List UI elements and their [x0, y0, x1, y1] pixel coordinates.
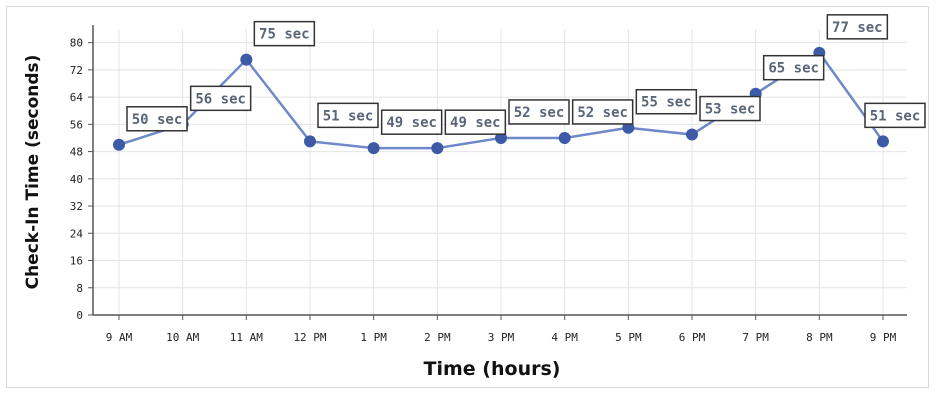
data-label: 52 sec	[508, 99, 570, 125]
data-label: 55 sec	[635, 88, 698, 115]
data-point	[367, 142, 380, 155]
chart-frame: 0 8 16 24 32 40 48 56 64 72 80 9 AM 10 AM 11 AM 12 PM…	[6, 6, 929, 388]
y-tick-label: 8	[76, 282, 83, 295]
data-label-box	[253, 20, 316, 47]
data-point	[431, 142, 444, 155]
data-label-text: 49 sec	[450, 115, 501, 131]
data-label: 50 sec	[126, 106, 188, 132]
y-axis-title: Check-In Time (seconds)	[23, 55, 43, 290]
x-tick-label: 5 PM	[615, 331, 642, 344]
y-tick-label: 64	[70, 91, 84, 104]
data-point	[686, 128, 698, 141]
data-point	[877, 135, 889, 148]
data-label-text: 52 sec	[514, 105, 565, 121]
x-axis-title: Time (hours)	[424, 358, 561, 380]
x-tick-label: 4 PM	[551, 331, 578, 344]
x-tick-label: 9 AM	[106, 331, 133, 344]
data-point	[113, 138, 125, 151]
data-label-text: 65 sec	[768, 61, 819, 77]
check-in-time-line-chart: 0 8 16 24 32 40 48 56 64 72 80 9 AM 10 AM 11 AM 12 PM…	[23, 14, 926, 380]
data-label-text: 50 sec	[132, 112, 183, 128]
data-point	[495, 131, 507, 144]
y-tick-label: 56	[70, 118, 83, 131]
x-tick-label: 8 PM	[806, 331, 833, 344]
data-label-box	[762, 54, 825, 81]
data-label-box	[189, 85, 252, 112]
data-label: 49 sec	[444, 109, 507, 135]
y-tick-label: 80	[70, 37, 83, 50]
data-label-text: 52 sec	[577, 105, 628, 121]
data-labels: 50 sec 56 sec 75 sec 51 sec 49 sec 49 sec 52 s…	[126, 14, 926, 135]
x-tick-label: 10 AM	[166, 331, 199, 344]
x-tick-label: 3 PM	[488, 331, 515, 344]
x-tick-label: 6 PM	[679, 331, 706, 344]
data-label-box	[317, 102, 379, 129]
data-point	[558, 131, 571, 144]
data-label-text: 75 sec	[259, 27, 310, 43]
y-tick-label: 24	[70, 227, 84, 240]
data-label: 49 sec	[380, 109, 443, 135]
data-label-box	[126, 106, 188, 132]
data-point	[304, 135, 316, 148]
data-label-box	[444, 109, 507, 135]
data-label-text: 77 sec	[832, 20, 883, 36]
data-label: 51 sec	[317, 102, 379, 129]
data-label: 77 sec	[826, 14, 889, 40]
data-label-text: 55 sec	[641, 95, 692, 111]
x-tick-label: 7 PM	[742, 331, 769, 344]
y-tick-label: 32	[70, 200, 83, 213]
x-tick-label: 12 PM	[293, 331, 326, 344]
data-point	[622, 121, 635, 134]
data-label: 75 sec	[253, 20, 316, 47]
y-tick-label: 16	[70, 255, 83, 268]
data-label-box	[571, 99, 634, 125]
data-point	[240, 53, 253, 66]
x-axis-ticks: 9 AM 10 AM 11 AM 12 PM 1 PM 2 PM 3 PM 4 PM 5 PM 6…	[106, 315, 897, 344]
x-tick-label: 2 PM	[424, 331, 451, 344]
axes	[92, 25, 907, 316]
data-label-box	[635, 88, 698, 115]
data-label-box	[699, 95, 761, 122]
data-label-text: 51 sec	[870, 108, 921, 124]
data-label-text: 51 sec	[323, 108, 374, 124]
x-tick-label: 1 PM	[360, 331, 387, 344]
data-label-text: 53 sec	[705, 102, 756, 118]
data-label: 56 sec	[189, 85, 252, 112]
data-label: 65 sec	[762, 54, 825, 81]
y-tick-label: 40	[70, 173, 83, 186]
data-label-text: 56 sec	[195, 91, 246, 107]
y-axis-ticks: 0 8 16 24 32 40 48 56 64 72 80	[70, 37, 93, 322]
data-label-box	[826, 14, 889, 40]
y-tick-label: 72	[70, 64, 83, 77]
data-label: 53 sec	[699, 95, 761, 122]
x-tick-label: 9 PM	[870, 331, 897, 344]
data-label: 52 sec	[571, 99, 634, 125]
data-label-box	[508, 99, 570, 125]
data-points	[113, 46, 889, 155]
data-label-box	[380, 109, 443, 135]
y-tick-label: 48	[70, 146, 83, 159]
data-label: 51 sec	[864, 102, 926, 129]
data-label-box	[864, 102, 926, 129]
x-tick-label: 11 AM	[230, 331, 263, 344]
data-label-text: 49 sec	[386, 115, 437, 131]
y-tick-label: 0	[76, 309, 83, 322]
